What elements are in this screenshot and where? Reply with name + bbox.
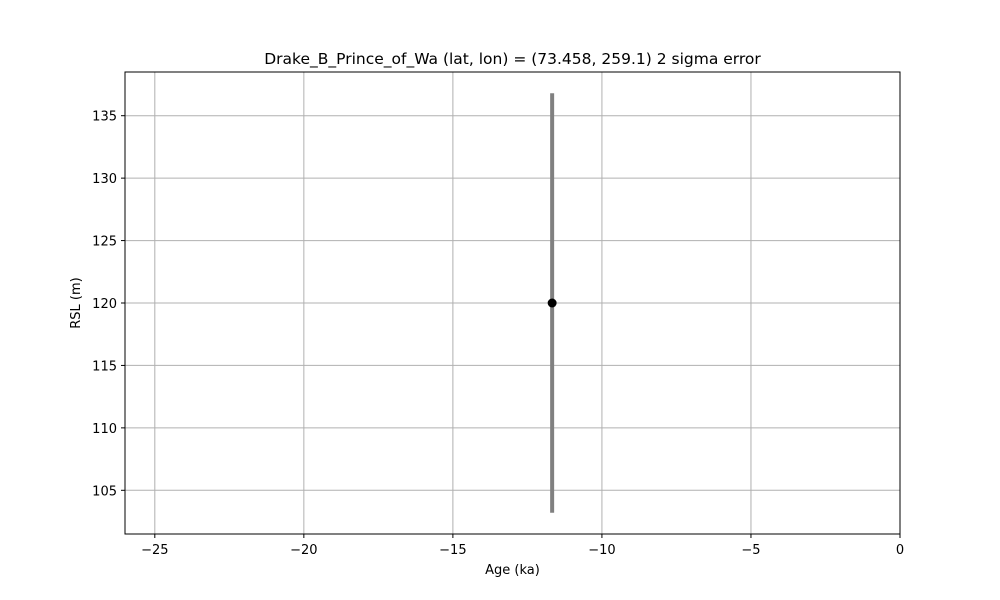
y-tick-label: 110 [92, 422, 117, 437]
x-tick-label: 0 [896, 543, 904, 558]
x-tick-label: −25 [141, 543, 168, 558]
y-axis-ticks: 105 110 115 120 125 130 135 [92, 110, 125, 499]
x-tick-label: −5 [741, 543, 760, 558]
x-tick-label: −20 [290, 543, 317, 558]
x-tick-label: −15 [439, 543, 466, 558]
x-axis-label: Age (ka) [485, 563, 540, 578]
y-tick-label: 135 [92, 110, 117, 125]
grid [125, 72, 901, 534]
y-tick-label: 115 [92, 359, 117, 374]
data-points [547, 298, 557, 308]
y-tick-label: 120 [92, 297, 117, 312]
data-point [547, 298, 557, 308]
x-tick-label: −10 [588, 543, 615, 558]
y-tick-label: 125 [92, 235, 117, 250]
y-tick-label: 105 [92, 484, 117, 499]
x-axis-ticks: −25 −20 −15 −10 −5 0 [141, 534, 904, 558]
y-tick-label: 130 [92, 172, 117, 187]
y-axis-label: RSL (m) [69, 277, 84, 328]
chart-title: Drake_B_Prince_of_Wa (lat, lon) = (73.45… [264, 50, 761, 69]
